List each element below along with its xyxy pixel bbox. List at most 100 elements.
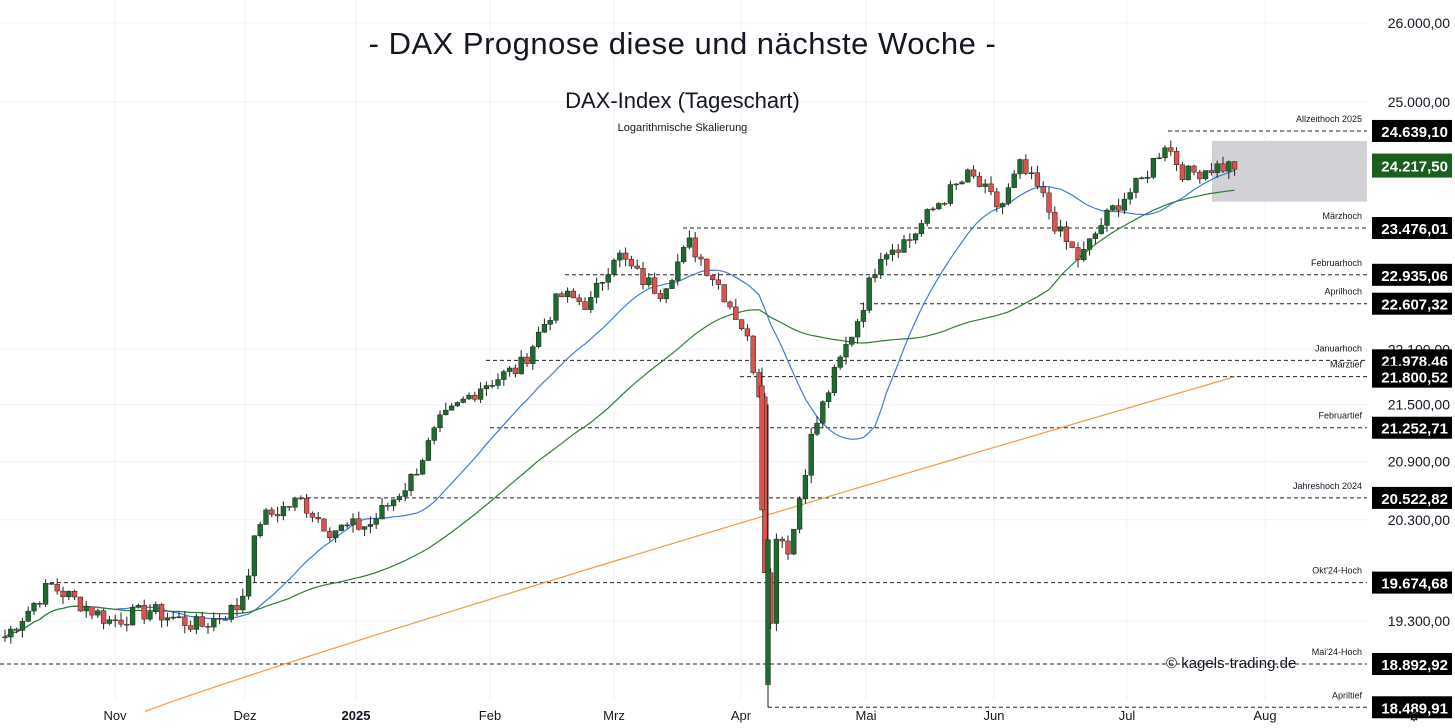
candle-body — [593, 282, 600, 298]
candle-body — [669, 280, 675, 289]
candle-body — [83, 606, 89, 612]
candle-body — [216, 618, 223, 620]
candle-body — [860, 310, 867, 322]
candle-body — [953, 183, 959, 186]
candle-body — [773, 538, 780, 624]
candle-body — [518, 356, 524, 375]
candle-body — [8, 628, 14, 638]
x-tick-label: Jul — [1119, 708, 1136, 723]
candle-body — [37, 603, 43, 605]
candle-body — [576, 297, 582, 302]
candle-body — [907, 239, 913, 241]
candle-body — [796, 498, 803, 530]
x-tick-label: 2025 — [342, 708, 371, 723]
candle-body — [924, 209, 930, 224]
candle-body — [843, 344, 849, 358]
candle-body — [1017, 159, 1023, 175]
candle-body — [170, 616, 176, 619]
candle-body — [1127, 192, 1133, 200]
candle-body — [1202, 170, 1209, 180]
ma-fast-line — [4, 169, 1235, 638]
candle-body — [883, 254, 890, 260]
candle-body — [524, 356, 530, 364]
level-name: Januarhoch — [1315, 343, 1362, 353]
candle-body — [541, 324, 548, 333]
candle-body — [1081, 249, 1087, 261]
candle-body — [582, 301, 588, 310]
y-tick-label: 26.000,00 — [1388, 15, 1450, 31]
y-tick-label: 25.000,00 — [1388, 94, 1450, 110]
y-tick-label: 19.300,00 — [1388, 613, 1450, 629]
candle-body — [106, 619, 113, 624]
level-price-label: 22.607,32 — [1381, 297, 1448, 314]
candle-body — [2, 636, 8, 639]
candle-body — [628, 258, 635, 267]
candle-body — [344, 524, 350, 527]
settings-icon[interactable]: ⚙ — [1407, 708, 1421, 724]
candle-body — [895, 249, 901, 253]
moving-averages — [4, 169, 1236, 713]
candle-body — [837, 356, 843, 368]
candle-body — [547, 320, 553, 325]
candle-body — [878, 258, 884, 275]
candle-body — [872, 274, 878, 279]
level-price-box — [1372, 119, 1452, 142]
candle-body — [1168, 147, 1174, 152]
level-name: Märztief — [1330, 360, 1363, 370]
level-price-label: 21.252,71 — [1381, 421, 1448, 438]
candle-body — [1191, 165, 1197, 173]
candle-body — [350, 518, 356, 526]
level-name: Okt'24-Hoch — [1312, 566, 1362, 576]
candle-body — [408, 474, 414, 491]
x-tick-label: Mai — [856, 708, 877, 723]
candle-body — [454, 402, 461, 407]
candle-body — [559, 293, 565, 298]
candle-body — [611, 259, 617, 275]
candle-body — [402, 490, 408, 497]
candle-body — [257, 524, 263, 537]
candle-body — [912, 233, 919, 241]
level-price-box — [1372, 486, 1452, 509]
candle-body — [814, 422, 820, 435]
candle-body — [808, 433, 814, 476]
x-tick-label: Feb — [479, 708, 501, 723]
candle-body — [733, 306, 739, 320]
level-price-box — [1372, 292, 1452, 315]
x-tick-label: Nov — [103, 708, 127, 723]
candle-body — [1144, 177, 1151, 179]
candle-body — [982, 183, 988, 187]
candle-body — [759, 385, 765, 511]
candle-body — [675, 261, 681, 281]
candle-body — [466, 394, 472, 400]
level-price-label: 22.935,06 — [1381, 268, 1448, 285]
candle-body — [158, 604, 165, 621]
candle-body — [1104, 209, 1110, 226]
candle-body — [129, 607, 136, 626]
level-price-label: 24.639,10 — [1381, 124, 1448, 141]
candle-body — [959, 181, 965, 185]
level-price-label: 18.489,91 — [1381, 700, 1448, 717]
candle-body — [1179, 164, 1186, 180]
x-tick-label: Apr — [731, 708, 752, 723]
candle-body — [1156, 157, 1162, 160]
level-price-label: 19.674,68 — [1381, 576, 1448, 593]
candle-body — [634, 265, 640, 269]
candle-body — [849, 336, 855, 345]
candle-body — [785, 540, 791, 555]
candle-body — [727, 301, 733, 308]
candle-body — [1075, 247, 1081, 261]
candle-body — [657, 293, 664, 300]
level-name: Jahreshoch 2024 — [1293, 481, 1362, 491]
candle-body — [663, 288, 669, 300]
copyright-label: © kagels-trading.de — [1166, 655, 1297, 672]
candle-body — [512, 367, 519, 375]
level-price-box — [1372, 365, 1452, 388]
candle-body — [367, 524, 374, 527]
level-price-label: 20.522,82 — [1381, 491, 1448, 508]
candle-body — [327, 530, 333, 538]
candle-body — [756, 372, 762, 398]
candle-body — [13, 628, 20, 631]
candle-body — [100, 610, 107, 624]
candle-body — [1011, 173, 1017, 188]
candle-body — [48, 583, 55, 585]
